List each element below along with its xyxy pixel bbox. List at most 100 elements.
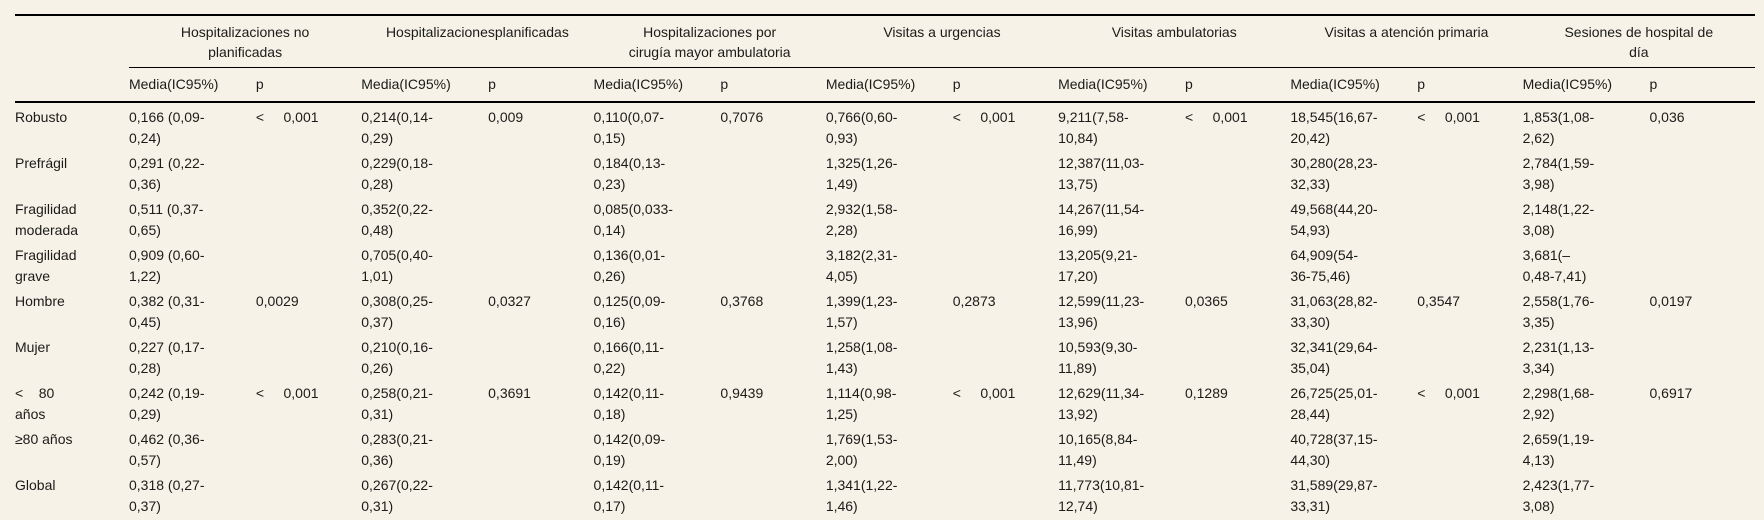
media-cell: 31,063(28,82- 33,30) <box>1290 293 1378 330</box>
p-cell <box>720 427 825 473</box>
table-row: < 80 años 0,242 (0,19- 0,29) < 0,001 0,258(… <box>15 381 1755 427</box>
p-cell: 0,6917 <box>1649 385 1693 401</box>
media-cell: 11,773(10,81- 12,74) <box>1058 473 1185 520</box>
row-label: Robusto <box>15 109 68 125</box>
media-cell: 0,766(0,60- 0,93) <box>825 109 898 146</box>
media-cell: 9,211(7,58- 10,84) <box>1058 109 1129 146</box>
table-row: Robusto 0,166 (0,09- 0,24) < 0,001 0,214(0,… <box>15 102 1755 151</box>
p-cell <box>488 243 593 289</box>
p-cell: 0,2873 <box>952 293 996 309</box>
p-cell <box>1185 151 1290 197</box>
media-cell: 0,166(0,11- 0,22) <box>593 339 665 376</box>
row-label: Mujer <box>15 339 51 355</box>
media-cell: 0,283(0,21- 0,36) <box>361 431 433 468</box>
p-cell <box>256 427 361 473</box>
p-cell: 0,0197 <box>1649 293 1693 309</box>
p-cell <box>1417 427 1522 473</box>
table-header: Hospitalizaciones no planificadas Hospita… <box>15 14 1755 103</box>
media-cell: 1,114(0,98- 1,25) <box>825 385 897 422</box>
p-cell <box>953 197 1058 243</box>
p-cell <box>1417 473 1523 520</box>
p-cell: 0,7076 <box>720 109 764 125</box>
media-cell: 49,568(44,20- 54,93) <box>1290 201 1378 238</box>
p-cell <box>720 197 825 243</box>
p-cell <box>720 243 825 289</box>
media-cell: 1,341(1,22- 1,46) <box>825 473 953 520</box>
subheader-p: p <box>255 67 362 103</box>
table-row: Mujer 0,227 (0,17- 0,28) 0,210(0,16- 0,26)… <box>15 335 1755 381</box>
group-header-row: Hospitalizaciones no planificadas Hospita… <box>15 14 1755 68</box>
column-group-header: Visitas a atención primaria <box>1290 14 1523 68</box>
media-cell: 2,423(1,77- 3,08) <box>1522 473 1650 520</box>
media-cell: 26,725(25,01- 28,44) <box>1290 385 1378 422</box>
table-row: Hombre 0,382 (0,31- 0,45) 0,0029 0,308(0,25… <box>15 289 1755 335</box>
p-cell <box>1650 427 1756 473</box>
media-cell: 3,681(– 0,48-7,41) <box>1522 247 1587 284</box>
media-cell: 0,210(0,16- 0,26) <box>361 339 433 376</box>
p-cell: 0,009 <box>488 109 524 125</box>
media-cell: 0,242 (0,19- 0,29) <box>128 385 205 422</box>
p-cell <box>953 151 1058 197</box>
media-cell: 18,545(16,67- 20,42) <box>1290 109 1378 146</box>
media-cell: 0,511 (0,37- 0,65) <box>128 201 204 238</box>
subheader-media: Media(IC95%) <box>128 67 256 103</box>
p-cell <box>1650 197 1756 243</box>
media-cell: 12,599(11,23- 13,96) <box>1058 293 1145 330</box>
subheader-p: p <box>1184 67 1291 103</box>
p-cell: < 0,001 <box>1184 109 1248 125</box>
media-cell: 0,125(0,09- 0,16) <box>593 293 666 330</box>
p-cell: < 0,001 <box>952 385 1016 401</box>
p-cell <box>488 151 593 197</box>
p-cell: 0,0029 <box>255 293 299 309</box>
p-cell <box>488 427 593 473</box>
media-cell: 0,110(0,07- 0,15) <box>593 109 665 146</box>
media-cell: 0,308(0,25- 0,37) <box>361 293 433 330</box>
p-cell <box>720 151 825 197</box>
subheader-media: Media(IC95%) <box>593 67 721 103</box>
row-label: Hombre <box>15 293 65 309</box>
p-cell <box>1650 151 1756 197</box>
table-row: Fragilidad moderada 0,511 (0,37- 0,65) 0,3… <box>15 197 1755 243</box>
p-cell: 0,1289 <box>1184 385 1228 401</box>
column-group-header: Hospitalizaciones no planificadas <box>128 14 362 68</box>
p-cell <box>256 151 361 197</box>
media-cell: 0,229(0,18- 0,28) <box>361 155 433 192</box>
media-cell: 0,258(0,21- 0,31) <box>361 385 433 422</box>
p-cell <box>1650 243 1756 289</box>
column-group-header: Sesiones de hospital de día <box>1522 14 1755 68</box>
p-cell <box>256 243 361 289</box>
row-label: Global <box>15 473 129 520</box>
p-cell <box>953 335 1058 381</box>
media-cell: 2,784(1,59- 3,98) <box>1522 155 1595 192</box>
row-label: < 80 años <box>15 385 55 422</box>
p-cell <box>1185 197 1290 243</box>
p-cell: < 0,001 <box>952 109 1016 125</box>
outcomes-table: Hospitalizaciones no planificadas Hospita… <box>15 14 1755 520</box>
p-cell: 0,036 <box>1649 109 1685 125</box>
p-cell <box>488 197 593 243</box>
media-cell: 0,267(0,22- 0,31) <box>361 473 489 520</box>
media-cell: 2,558(1,76- 3,35) <box>1522 293 1595 330</box>
media-cell: 0,166 (0,09- 0,24) <box>128 109 205 146</box>
column-group-header: Visitas ambulatorias <box>1058 14 1291 68</box>
row-label: Prefrágil <box>15 155 68 171</box>
media-cell: 0,382 (0,31- 0,45) <box>128 293 205 330</box>
media-cell: 1,325(1,26- 1,49) <box>825 155 898 192</box>
p-cell: 0,3547 <box>1417 293 1461 309</box>
p-cell <box>720 335 825 381</box>
table-row: ≥80 años 0,462 (0,36- 0,57) 0,283(0,21- 0,… <box>15 427 1755 473</box>
p-cell <box>1649 473 1755 520</box>
media-cell: 0,705(0,40- 1,01) <box>361 247 433 284</box>
p-cell: 0,3768 <box>720 293 764 309</box>
media-cell: 10,165(8,84- 11,49) <box>1058 431 1138 468</box>
media-cell: 2,148(1,22- 3,08) <box>1522 201 1595 238</box>
p-cell <box>953 427 1058 473</box>
media-cell: 1,258(1,08- 1,43) <box>825 339 898 376</box>
media-cell: 13,205(9,21- 17,20) <box>1058 247 1138 284</box>
media-cell: 2,231(1,13- 3,34) <box>1522 339 1595 376</box>
p-cell <box>1417 243 1522 289</box>
subheader-row: Media(IC95%) p Media(IC95%) p Media(IC95%) p M… <box>15 67 1755 103</box>
subheader-p: p <box>488 67 594 103</box>
table-row: Prefrágil 0,291 (0,22- 0,36) 0,229(0,18- 0… <box>15 151 1755 197</box>
